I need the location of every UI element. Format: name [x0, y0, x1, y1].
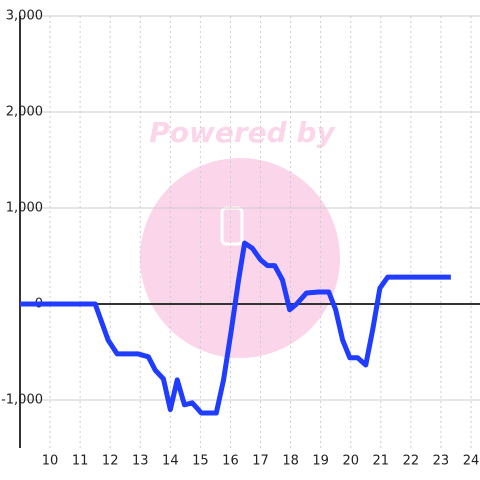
x-tick-label: 19: [312, 454, 329, 469]
y-tick-label: 1,000: [6, 201, 43, 216]
x-tick-label: 24: [463, 454, 480, 469]
y-tick-label: -1,000: [1, 393, 43, 408]
y-tick-label: 2,000: [6, 105, 43, 120]
x-tick-label: 15: [192, 454, 209, 469]
x-tick-label: 11: [72, 454, 89, 469]
x-tick-label: 17: [252, 454, 269, 469]
x-tick-label: 14: [162, 454, 179, 469]
x-tick-label: 16: [222, 454, 239, 469]
x-tick-label: 21: [373, 454, 390, 469]
x-tick-label: 10: [42, 454, 59, 469]
watermark-text: Powered by: [149, 116, 336, 149]
data-line: [20, 240, 451, 416]
y-tick-label: 3,000: [6, 9, 43, 24]
x-tick-label: 22: [403, 454, 420, 469]
x-tick-label: 12: [102, 454, 119, 469]
x-tick-label: 23: [433, 454, 450, 469]
x-tick-label: 13: [132, 454, 149, 469]
x-tick-label: 18: [282, 454, 299, 469]
x-tick-label: 20: [342, 454, 359, 469]
